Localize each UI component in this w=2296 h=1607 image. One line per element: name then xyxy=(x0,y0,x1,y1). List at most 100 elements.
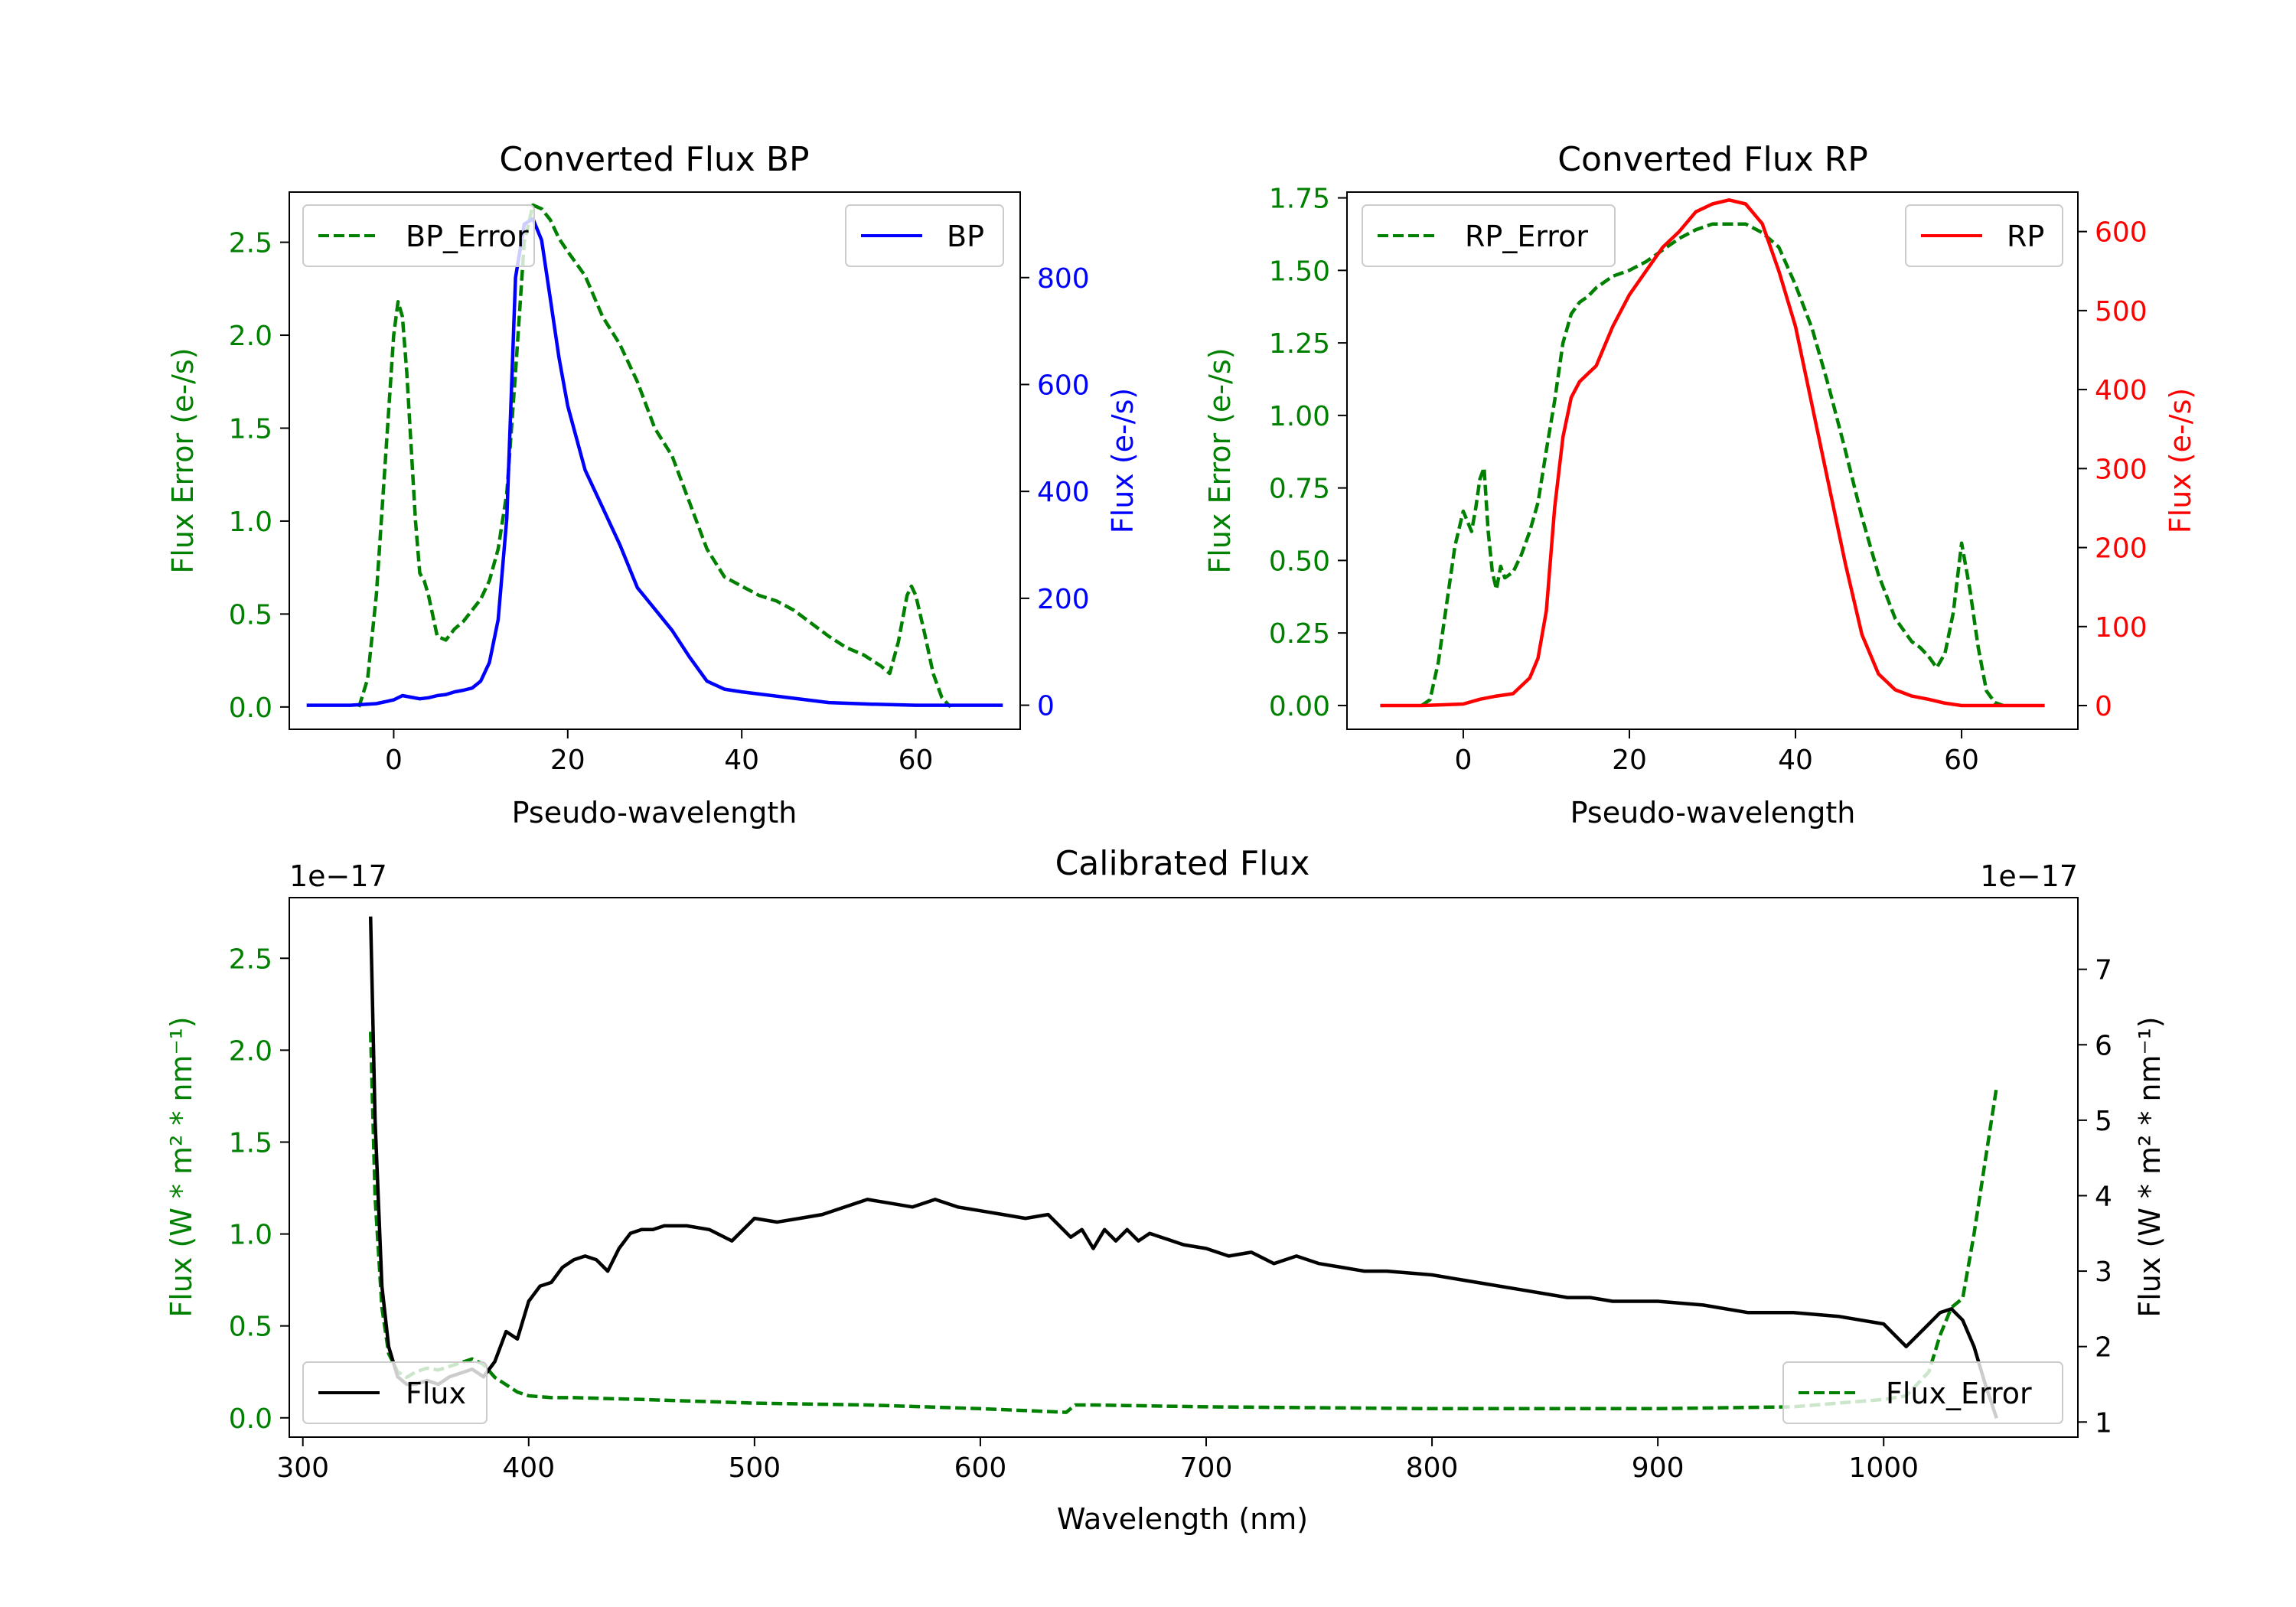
series-layer-calibrated xyxy=(368,916,1999,1420)
series-line-flux xyxy=(368,916,1998,1420)
x-tick-label: 0 xyxy=(385,745,403,776)
chart-title-calibrated: Calibrated Flux xyxy=(1055,844,1310,883)
y-tick-label-left: 2.0 xyxy=(229,1035,272,1067)
y-tick-label-left: 0.75 xyxy=(1269,474,1330,505)
y-tick-label-right: 100 xyxy=(2095,612,2148,644)
legend-right-rp: RP xyxy=(1905,204,2063,267)
offset-label-left: 1e−17 xyxy=(289,859,387,893)
y-tick-label-right: 300 xyxy=(2095,454,2148,485)
legend-label-bp: BP xyxy=(947,220,984,253)
y-tick-label-left: 0.50 xyxy=(1269,546,1330,577)
y-tick-label-left: 1.00 xyxy=(1269,401,1330,432)
y-tick-label-left: 1.0 xyxy=(229,507,272,538)
y-tick-label-left: 0.00 xyxy=(1269,691,1330,722)
y-tick-label-left: 0.5 xyxy=(229,1312,272,1343)
x-tick-label: 300 xyxy=(276,1452,329,1484)
y-tick-label-left: 1.5 xyxy=(229,1127,272,1159)
y-axis-label-left-bp: Flux Error (e-/s) xyxy=(166,347,200,573)
legend-label-rp-error: RP_Error xyxy=(1465,220,1588,253)
chart-panel-bp: Converted Flux BP 0 20 40 60 0.0 0.5 1.0 1.5 2.… xyxy=(166,140,1140,830)
series-layer-bp xyxy=(306,203,1003,709)
chart-title-bp: Converted Flux BP xyxy=(499,140,809,179)
x-ticks-rp: 0 20 40 60 xyxy=(1454,729,1979,776)
y-tick-label-left: 0.25 xyxy=(1269,618,1330,650)
x-tick-label: 400 xyxy=(502,1452,555,1484)
y-tick-label-left: 1.75 xyxy=(1269,184,1330,215)
legend-right-bp: BP xyxy=(845,204,1004,267)
chart-panel-rp: Converted Flux RP 0 20 40 60 0.000.250.500.… xyxy=(1203,140,2197,830)
y-axis-label-right-rp: Flux (e-/s) xyxy=(2164,388,2197,533)
y-ticks-right-calibrated: 1 2 3 4 5 6 7 xyxy=(2078,955,2112,1439)
x-tick-label: 500 xyxy=(728,1452,781,1484)
x-tick-label: 60 xyxy=(1944,745,1979,776)
y-tick-label-right: 800 xyxy=(1037,263,1090,295)
plot-frame-rp xyxy=(1346,191,2079,730)
x-tick-label: 40 xyxy=(1778,745,1813,776)
y-axis-label-left-rp: Flux Error (e-/s) xyxy=(1203,347,1237,573)
y-tick-label-left: 0.0 xyxy=(229,1403,272,1435)
y-axis-label-right-calibrated: Flux (W * m² * nm⁻¹) xyxy=(2133,1016,2167,1317)
series-line-bp-error xyxy=(357,203,952,709)
y-axis-label-left-calibrated: Flux (W * m² * nm⁻¹) xyxy=(165,1016,198,1317)
chart-title-rp: Converted Flux RP xyxy=(1557,140,1868,179)
legend-label-flux: Flux xyxy=(406,1377,466,1410)
y-tick-label-right: 600 xyxy=(2095,217,2148,249)
y-tick-label-left: 2.0 xyxy=(229,321,272,352)
y-tick-label-left: 0.0 xyxy=(229,693,272,724)
legend-label-rp: RP xyxy=(2007,220,2044,253)
legend-left-rp: RP_Error xyxy=(1362,204,1616,267)
x-tick-label: 600 xyxy=(954,1452,1007,1484)
y-tick-label-right: 400 xyxy=(1037,477,1090,508)
legend-label-flux-error: Flux_Error xyxy=(1886,1377,2032,1410)
y-tick-label-right: 4 xyxy=(2095,1181,2112,1212)
y-tick-label-right: 5 xyxy=(2095,1106,2112,1137)
legend-left-bp: BP_Error xyxy=(302,204,535,267)
x-tick-label: 700 xyxy=(1180,1452,1233,1484)
y-tick-label-right: 7 xyxy=(2095,955,2112,986)
y-tick-label-right: 3 xyxy=(2095,1257,2112,1288)
y-tick-label-right: 200 xyxy=(2095,533,2148,565)
x-tick-label: 40 xyxy=(724,745,759,776)
x-tick-label: 20 xyxy=(550,745,585,776)
y-ticks-left-rp: 0.00 0.25 0.50 0.75 1.00 1.25 1.50 1.75 xyxy=(1269,184,1347,722)
plot-frame-calibrated xyxy=(289,897,2079,1438)
y-ticks-left-calibrated: 0.0 0.5 1.0 1.5 2.0 2.5 xyxy=(229,944,289,1435)
y-tick-label-right: 400 xyxy=(2095,375,2148,406)
y-axis-label-right-bp: Flux (e-/s) xyxy=(1106,388,1140,533)
y-tick-label-right: 0 xyxy=(1037,691,1055,722)
y-ticks-right-bp: 0 200 400 600 800 xyxy=(1020,263,1090,722)
x-tick-label: 900 xyxy=(1632,1452,1684,1484)
x-tick-label: 20 xyxy=(1612,745,1647,776)
y-tick-label-left: 1.50 xyxy=(1269,256,1330,287)
y-tick-label-left: 1.25 xyxy=(1269,328,1330,360)
offset-label-right: 1e−17 xyxy=(1980,859,2078,893)
y-tick-label-right: 6 xyxy=(2095,1030,2112,1061)
series-line-rp-error xyxy=(1420,222,2004,708)
y-tick-label-right: 500 xyxy=(2095,296,2148,328)
y-tick-label-right: 0 xyxy=(2095,691,2112,722)
x-axis-label-rp: Pseudo-wavelength xyxy=(1570,796,1856,830)
y-tick-label-left: 1.0 xyxy=(229,1220,272,1251)
y-ticks-right-rp: 0 100 200 300 400 500 600 xyxy=(2078,217,2148,722)
legend-left-calibrated: Flux xyxy=(302,1361,488,1424)
chart-panel-calibrated: Calibrated Flux 300 400 500 600 700 800 900 100… xyxy=(165,844,2167,1536)
y-tick-label-left: 1.5 xyxy=(229,413,272,445)
y-tick-label-right: 600 xyxy=(1037,370,1090,401)
x-tick-label: 1000 xyxy=(1848,1452,1919,1484)
x-tick-label: 800 xyxy=(1406,1452,1459,1484)
x-axis-label-calibrated: Wavelength (nm) xyxy=(1057,1502,1308,1536)
series-layer-rp xyxy=(1380,198,2045,708)
plot-frame-bp xyxy=(289,191,1021,730)
x-ticks-calibrated: 300 400 500 600 700 800 900 1000 xyxy=(276,1437,1919,1484)
legend-label-bp-error: BP_Error xyxy=(406,220,529,253)
y-tick-label-left: 0.5 xyxy=(229,599,272,631)
x-axis-label-bp: Pseudo-wavelength xyxy=(512,796,797,830)
x-tick-label: 60 xyxy=(899,745,934,776)
series-line-rp xyxy=(1380,198,2045,708)
y-tick-label-right: 200 xyxy=(1037,584,1090,615)
series-line-flux-error xyxy=(368,1032,1999,1414)
y-ticks-left-bp: 0.0 0.5 1.0 1.5 2.0 2.5 xyxy=(229,228,289,724)
legend-right-calibrated: Flux_Error xyxy=(1782,1361,2063,1424)
y-tick-label-right: 2 xyxy=(2095,1332,2112,1364)
